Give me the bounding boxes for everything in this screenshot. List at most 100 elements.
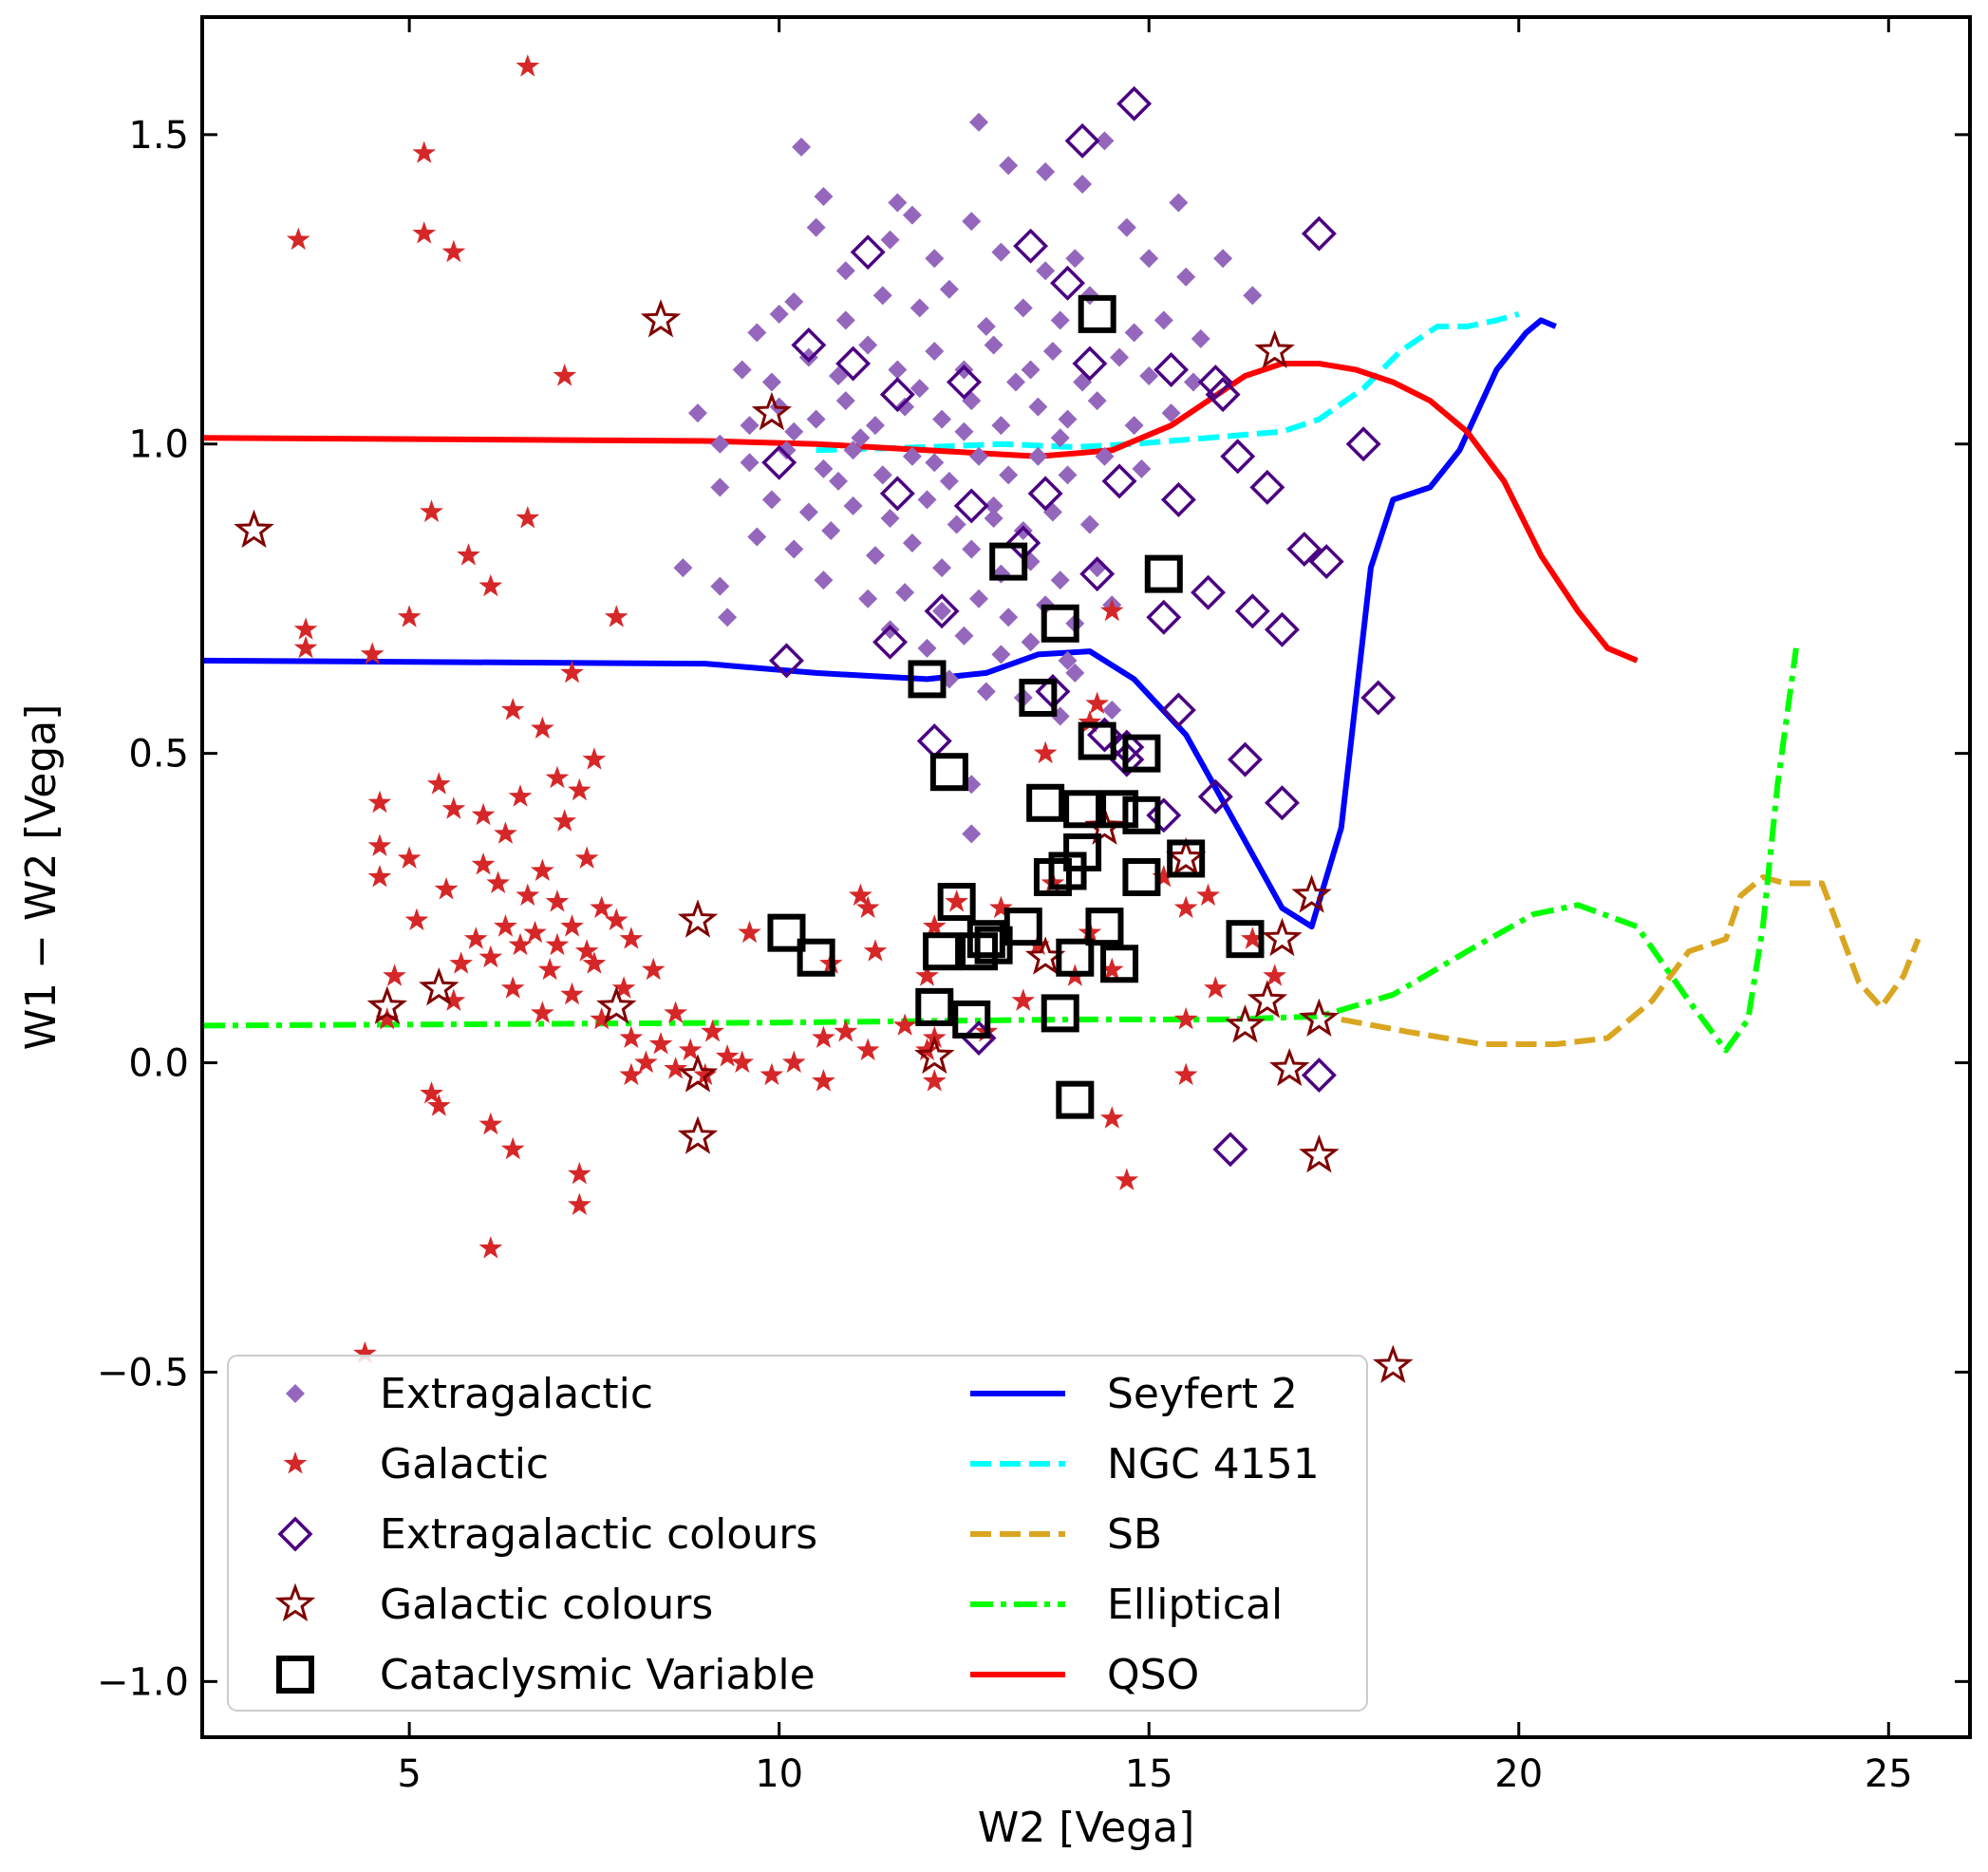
galactic-point xyxy=(353,1340,377,1364)
legend-label: Extragalactic xyxy=(380,1370,653,1418)
legend-label: QSO xyxy=(1107,1651,1199,1699)
extragalactic-point xyxy=(1183,372,1203,392)
extragalactic-point xyxy=(1036,261,1056,281)
extragalactic-point xyxy=(835,261,855,281)
galactic-point xyxy=(478,1236,503,1259)
extragalactic-point xyxy=(880,508,900,528)
extragalactic-point xyxy=(843,440,863,460)
extragalactic-point xyxy=(991,242,1011,262)
extragalactic-point xyxy=(851,428,871,448)
legend-label: SB xyxy=(1107,1510,1162,1559)
extragalactic-colours-point xyxy=(1228,741,1263,777)
galactic-point xyxy=(375,1006,400,1030)
extragalactic-point xyxy=(1139,366,1159,386)
cv-point xyxy=(908,660,947,699)
galactic-point xyxy=(441,988,466,1011)
galactic-point xyxy=(1240,927,1265,949)
extragalactic-point xyxy=(910,379,929,399)
extragalactic-point xyxy=(902,534,922,553)
galactic-point xyxy=(523,920,547,944)
extragalactic-point xyxy=(777,440,797,460)
cv-point xyxy=(1056,938,1095,977)
galactic-point xyxy=(915,964,939,986)
extragalactic-colours-point xyxy=(1101,463,1137,499)
galactic-point xyxy=(383,964,406,986)
extragalactic-colours-point xyxy=(953,488,989,524)
extragalactic-point xyxy=(962,824,982,844)
galactic-point xyxy=(500,698,525,721)
legend: Extragalactic Galactic Extragalactic colou… xyxy=(227,1355,1368,1712)
galactic-point xyxy=(397,846,422,869)
galactic-point xyxy=(1196,883,1220,907)
galactic-colours-point xyxy=(1268,1047,1310,1087)
galactic-point xyxy=(560,982,584,1005)
extragalactic-point xyxy=(784,291,804,311)
galactic-point xyxy=(590,1006,614,1030)
galactic-colours-point xyxy=(1299,998,1340,1038)
cv-point xyxy=(1226,920,1265,959)
extragalactic-colours-point xyxy=(1197,778,1233,814)
extragalactic-colours-point xyxy=(761,444,797,480)
galactic-point xyxy=(915,1038,939,1060)
galactic-point xyxy=(574,846,599,869)
extragalactic-point xyxy=(999,608,1019,627)
galactic-point xyxy=(516,54,540,77)
extragalactic-point xyxy=(814,187,834,207)
extragalactic-colours-point xyxy=(835,346,872,382)
extragalactic-point xyxy=(732,360,752,380)
extragalactic-point xyxy=(954,421,974,441)
extragalactic-point xyxy=(1243,286,1263,306)
scatter-points xyxy=(234,54,1414,1384)
extragalactic-point xyxy=(925,341,945,361)
cv-point xyxy=(1063,833,1102,871)
galactic-point xyxy=(478,945,503,968)
galactic-colours-point xyxy=(751,391,793,431)
extragalactic-point xyxy=(932,558,952,578)
extragalactic-point xyxy=(962,539,982,559)
extragalactic-point xyxy=(976,682,996,702)
galactic-point xyxy=(1099,598,1124,622)
extragalactic-colours-point xyxy=(1160,481,1196,517)
galactic-point xyxy=(545,765,570,789)
extragalactic-point xyxy=(1013,520,1033,540)
extragalactic-point xyxy=(954,360,974,380)
extragalactic-point xyxy=(872,286,892,306)
galactic-point xyxy=(397,605,422,627)
extragalactic-point xyxy=(1013,298,1033,318)
legend-label: Seyfert 2 xyxy=(1107,1370,1298,1418)
galactic-point xyxy=(560,660,584,683)
galactic-point xyxy=(404,908,429,931)
extragalactic-colours-point xyxy=(1050,265,1085,301)
extragalactic-point xyxy=(895,397,915,417)
galactic-point xyxy=(922,1069,947,1092)
extragalactic-point xyxy=(917,490,937,510)
extragalactic-point xyxy=(1036,161,1056,181)
galactic-point xyxy=(1173,1062,1198,1086)
extragalactic-point xyxy=(761,372,781,392)
plot-frame xyxy=(200,15,1972,1739)
y-tick-label: 1.5 xyxy=(128,114,189,158)
galactic-point xyxy=(412,221,437,244)
galactic-point xyxy=(568,1192,591,1215)
galactic-point xyxy=(1173,1006,1198,1030)
galactic-point xyxy=(582,747,607,770)
galactic-point xyxy=(486,870,510,893)
galactic-point xyxy=(922,914,947,937)
galactic-colours-point xyxy=(1299,1133,1340,1173)
extragalactic-point xyxy=(1028,446,1048,466)
extragalactic-point xyxy=(740,453,760,473)
extragalactic-point xyxy=(1124,323,1144,343)
extragalactic-point xyxy=(910,298,929,318)
extragalactic-point xyxy=(902,205,922,225)
galactic-colours-point xyxy=(1084,806,1125,845)
extragalactic-point xyxy=(1021,632,1041,652)
extragalactic-point xyxy=(784,421,804,441)
galactic-colours-point xyxy=(640,299,682,338)
galactic-colours-point xyxy=(677,1054,719,1093)
axis-ticks: 5 10 15 20 25 1.5 1.0 0.5 0.0 −0.5 −1.0 xyxy=(97,17,1970,1796)
cv-point xyxy=(797,938,835,977)
extragalactic-colours-point xyxy=(1345,426,1381,462)
x-tick-label: 25 xyxy=(1865,1752,1913,1796)
galactic-point xyxy=(478,1112,503,1135)
